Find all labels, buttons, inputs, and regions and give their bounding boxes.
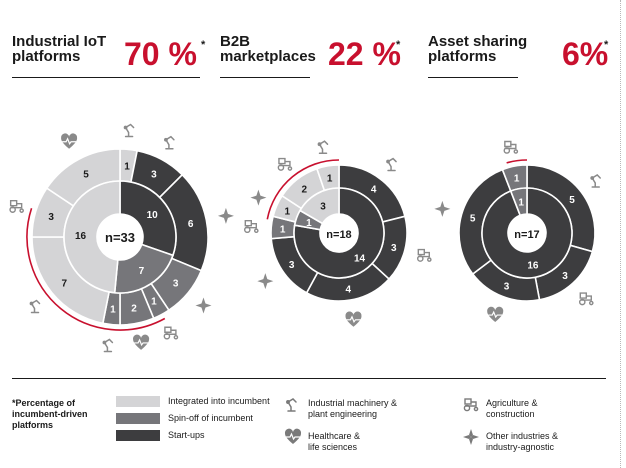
header-industrial-iot: Industrial IoT platforms 70 % * bbox=[12, 33, 206, 78]
robot-arm-icon bbox=[164, 135, 175, 150]
header-underline bbox=[12, 77, 200, 78]
header-asterisk: * bbox=[604, 39, 609, 51]
inner-ring-segment bbox=[293, 187, 385, 279]
outer-segment-value: 4 bbox=[346, 285, 352, 296]
outer-segment-value: 4 bbox=[371, 184, 377, 195]
tractor-icon bbox=[417, 248, 432, 262]
outer-segment-value: 1 bbox=[280, 224, 286, 235]
header-label: Asset sharing platforms bbox=[428, 33, 528, 65]
legend-swatch-spinoff bbox=[116, 413, 160, 424]
robot-arm-icon bbox=[102, 338, 114, 353]
header-asset-sharing: Asset sharing platforms 6% * bbox=[428, 34, 618, 78]
outer-segment-value: 3 bbox=[562, 271, 568, 282]
donut-center-label: n=18 bbox=[326, 229, 351, 241]
header-underline bbox=[220, 77, 310, 78]
inner-segment-value: 14 bbox=[354, 254, 366, 265]
outer-segment-value: 3 bbox=[289, 260, 295, 271]
outer-segment-value: 2 bbox=[131, 304, 137, 315]
outer-segment-value: 3 bbox=[151, 170, 157, 181]
tractor-icon bbox=[503, 140, 519, 154]
compass-icon bbox=[463, 429, 479, 445]
tractor-icon bbox=[9, 199, 24, 213]
tractor-icon bbox=[277, 157, 293, 171]
outer-segment-value: 3 bbox=[504, 282, 510, 293]
compass-icon bbox=[195, 297, 212, 314]
tractor-icon bbox=[463, 398, 479, 412]
outer-segment-value: 6 bbox=[188, 219, 194, 230]
header-percentage: 70 % bbox=[124, 36, 197, 72]
legend-label-other: Other industries & industry-agnostic bbox=[486, 431, 559, 452]
tractor-icon bbox=[163, 326, 179, 340]
heart-pulse-icon bbox=[284, 428, 302, 444]
donut-center-label: n=33 bbox=[105, 230, 135, 245]
inner-segment-value: 1 bbox=[518, 198, 524, 209]
heart-pulse-icon bbox=[61, 133, 78, 149]
legend-note: *Percentage of incumbent-driven platform… bbox=[12, 398, 88, 430]
inner-segment-value: 16 bbox=[527, 260, 539, 271]
heart-pulse-icon bbox=[133, 334, 150, 350]
outer-segment-value: 3 bbox=[48, 212, 54, 223]
outer-segment-value: 1 bbox=[151, 296, 157, 307]
header-label: B2B marketplaces bbox=[220, 33, 316, 65]
compass-icon bbox=[250, 189, 267, 206]
header-b2b-marketplaces: B2B marketplaces 22 % * bbox=[220, 34, 410, 78]
legend-label-healthcare: Healthcare & life sciences bbox=[308, 431, 361, 452]
outer-segment-value: 5 bbox=[569, 195, 575, 206]
robot-arm-icon bbox=[590, 174, 601, 188]
inner-segment-value: 10 bbox=[147, 210, 159, 221]
robot-arm-icon bbox=[286, 398, 297, 412]
incumbent-share-arc bbox=[506, 159, 528, 164]
outer-segment-value: 5 bbox=[83, 170, 89, 181]
heart-pulse-icon bbox=[487, 306, 504, 323]
header-label: Industrial IoT platforms bbox=[12, 33, 107, 65]
compass-icon bbox=[434, 200, 451, 217]
legend-swatch-integrated bbox=[116, 396, 160, 407]
compass-icon bbox=[257, 273, 274, 290]
legend-label-spinoff: Spin-off of incumbent bbox=[168, 413, 253, 423]
outer-segment-value: 1 bbox=[124, 161, 130, 172]
legend-label-integrated: Integrated into incumbent bbox=[168, 396, 270, 406]
inner-segment-value: 16 bbox=[75, 231, 87, 242]
robot-arm-icon bbox=[386, 157, 397, 172]
outer-segment-value: 1 bbox=[110, 305, 116, 316]
compass-icon bbox=[217, 207, 234, 224]
outer-segment-value: 1 bbox=[284, 206, 290, 217]
header-percentage: 6% bbox=[562, 36, 609, 72]
donut-center bbox=[320, 214, 358, 252]
header-percentage: 22 % bbox=[328, 36, 401, 72]
inner-segment-value: 7 bbox=[139, 266, 145, 277]
legend-label-startups: Start-ups bbox=[168, 430, 205, 440]
legend-swatch-startups bbox=[116, 430, 160, 441]
donut-center-label: n=17 bbox=[514, 229, 539, 241]
outer-segment-value: 1 bbox=[514, 173, 520, 184]
incumbent-share-arc bbox=[266, 159, 339, 220]
tractor-icon bbox=[578, 292, 594, 306]
header-underline bbox=[428, 77, 518, 78]
outer-segment-value: 7 bbox=[62, 279, 68, 290]
robot-arm-icon bbox=[29, 299, 41, 314]
donut-center bbox=[97, 214, 143, 260]
legend-label-agriculture: Agriculture & construction bbox=[486, 398, 538, 419]
incumbent-share-arc bbox=[26, 208, 166, 331]
outer-segment-value: 2 bbox=[302, 184, 308, 195]
robot-arm-icon bbox=[317, 140, 329, 154]
outer-segment-value: 5 bbox=[470, 214, 476, 225]
outer-segment-value: 1 bbox=[327, 173, 333, 184]
legend-label-machinery: Industrial machinery & plant engineering bbox=[308, 398, 398, 419]
donut-center bbox=[508, 214, 546, 252]
inner-segment-value: 1 bbox=[306, 218, 312, 229]
robot-arm-icon bbox=[123, 123, 135, 138]
header-asterisk: * bbox=[201, 39, 206, 51]
tractor-icon bbox=[244, 220, 259, 234]
page-edge-dotted-line bbox=[620, 0, 621, 468]
header-asterisk: * bbox=[396, 39, 401, 51]
outer-segment-value: 3 bbox=[391, 243, 397, 254]
legend-divider bbox=[12, 378, 606, 379]
outer-segment-value: 3 bbox=[173, 279, 179, 290]
heart-pulse-icon bbox=[345, 311, 362, 327]
inner-segment-value: 3 bbox=[320, 201, 326, 212]
